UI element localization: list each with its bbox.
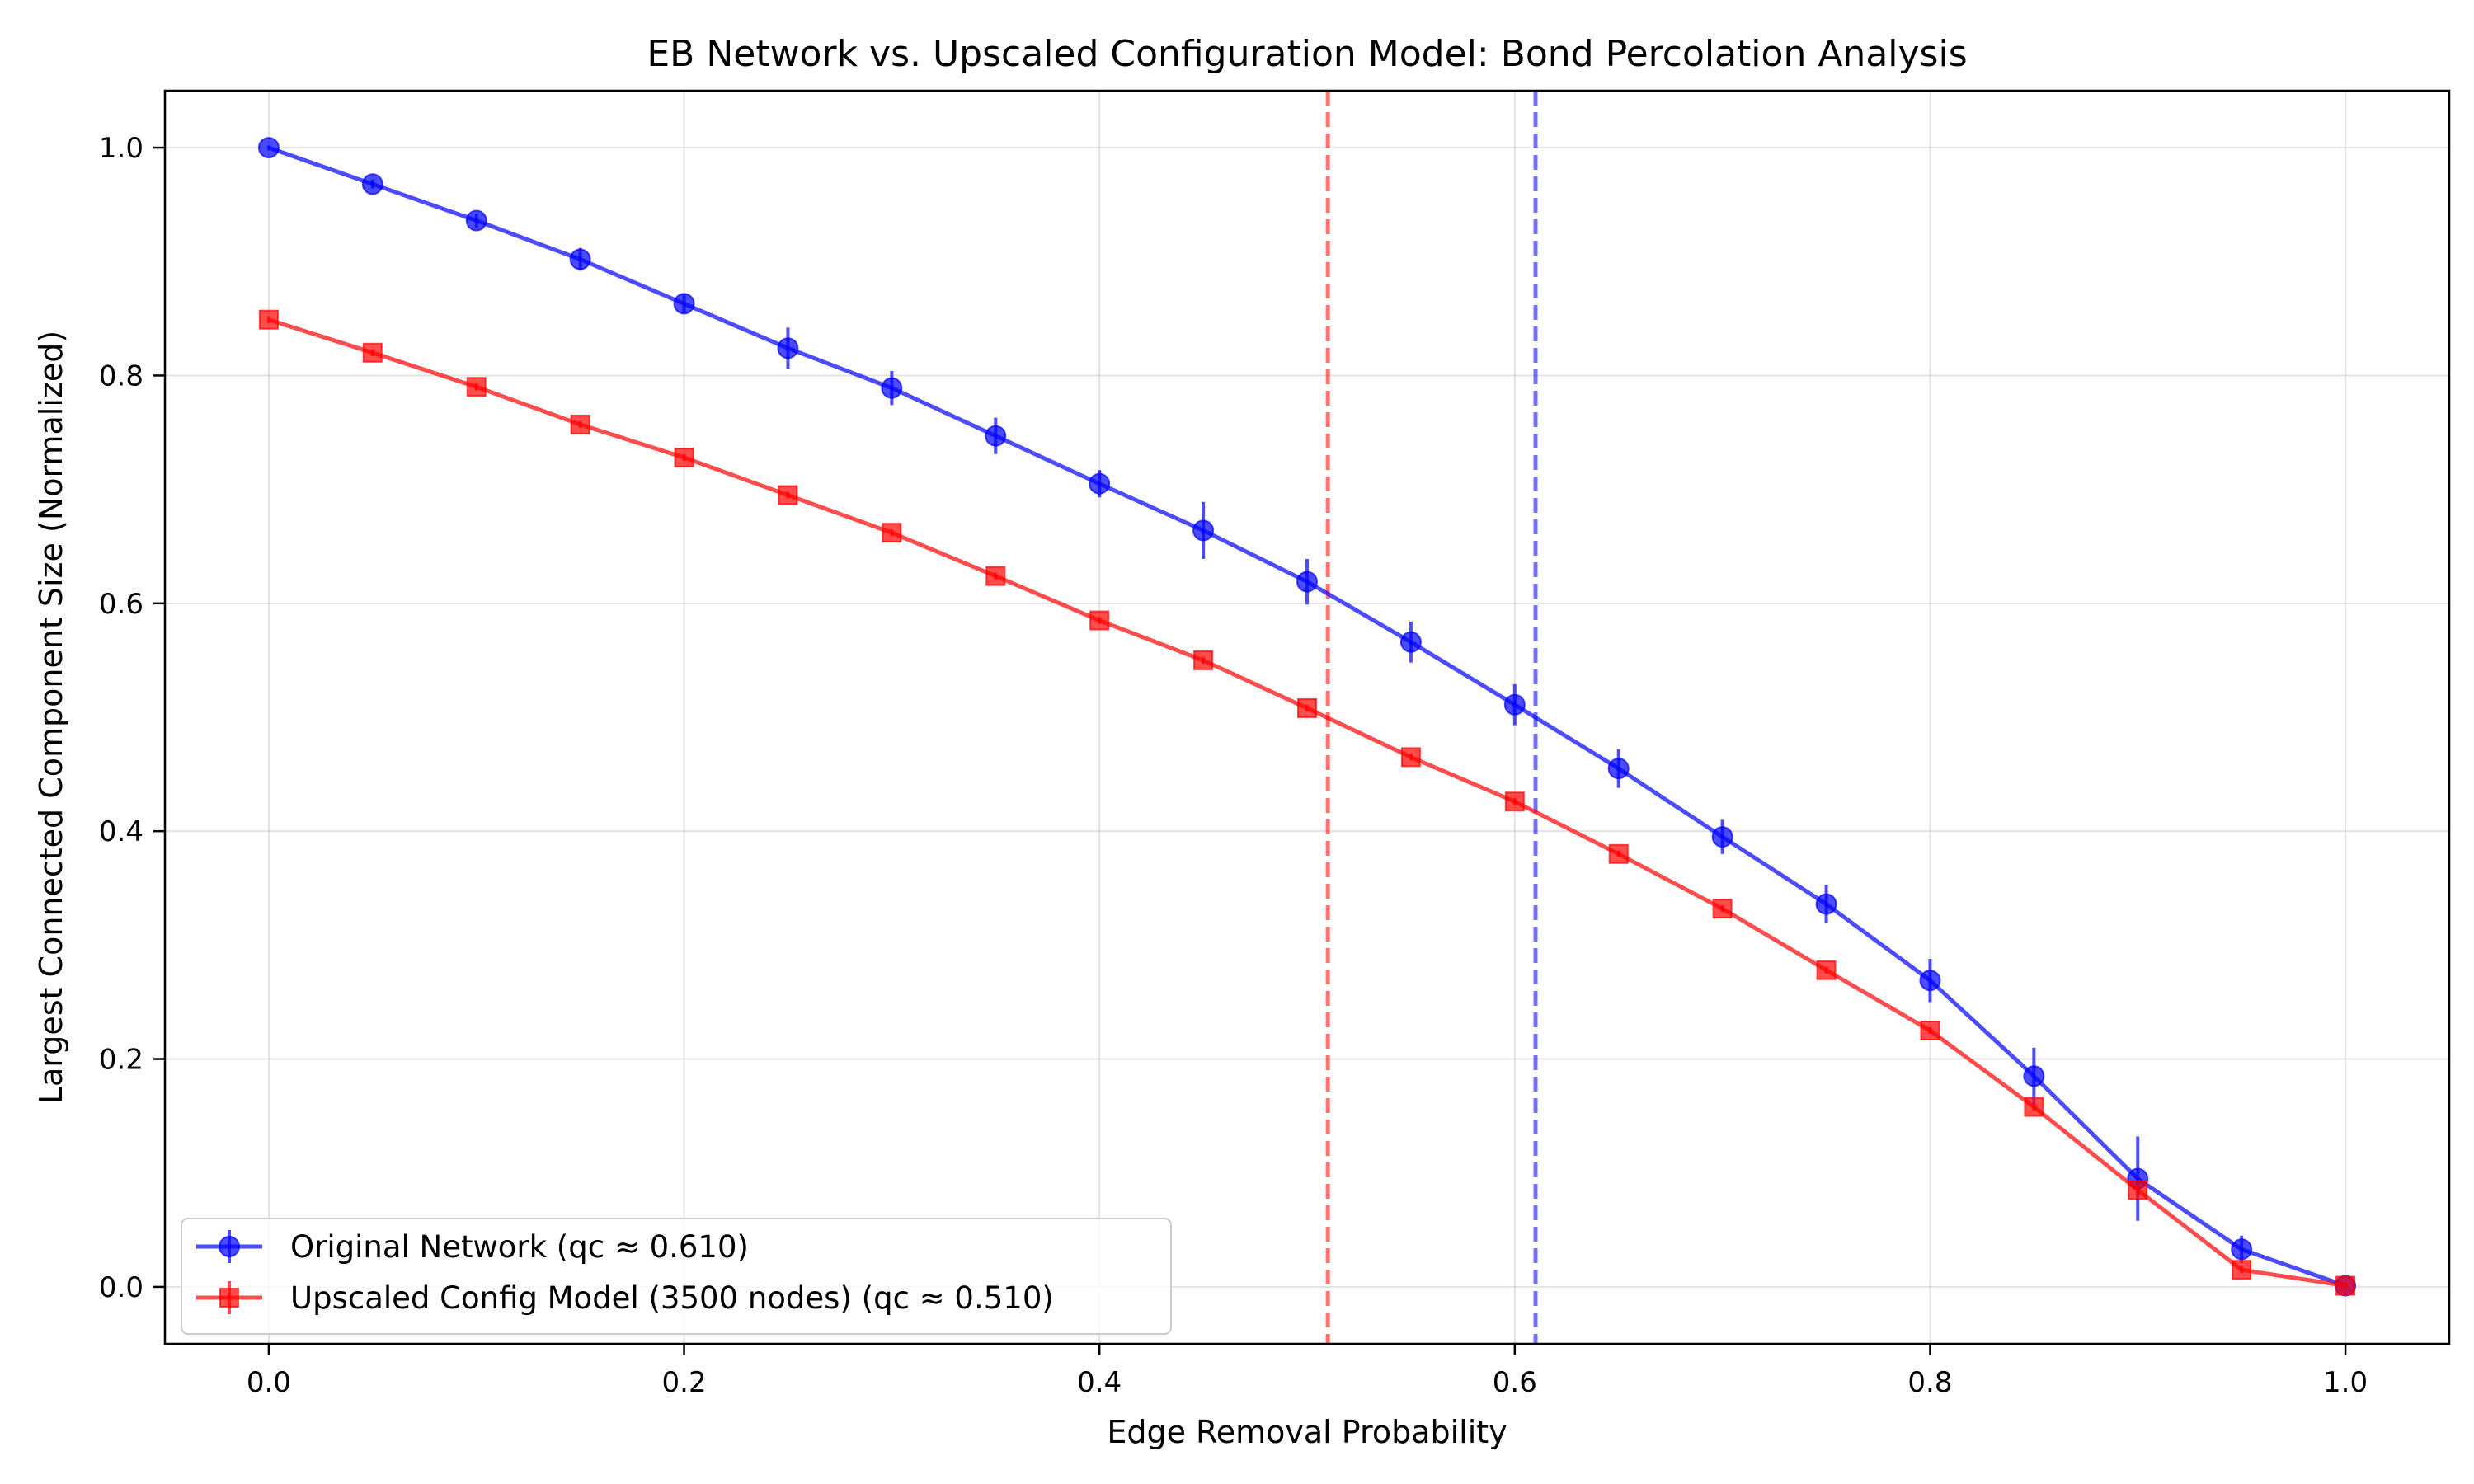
legend: Original Network (qc ≈ 0.610) Upscaled Co… xyxy=(181,1218,1172,1335)
data-point xyxy=(1297,697,1317,718)
data-point xyxy=(2023,1065,2045,1087)
x-axis-ticks: 0.0 0.2 0.4 0.6 0.8 1.0 xyxy=(247,1344,2368,1399)
data-point xyxy=(465,209,487,232)
plot-area-frame xyxy=(163,89,2451,1345)
data-point xyxy=(1192,519,1215,542)
y-tick-label: 1.0 xyxy=(99,132,143,165)
data-point xyxy=(1919,970,1941,992)
y-tick-label: 0.8 xyxy=(99,359,143,392)
y-axis-ticks: 0.0 0.2 0.4 0.6 0.8 1.0 xyxy=(99,132,165,1304)
chart-title: EB Network vs. Upscaled Configuration Mo… xyxy=(647,33,1967,75)
legend-label: Upscaled Config Model (3500 nodes) (qc ≈… xyxy=(290,1280,1054,1316)
x-tick-label: 0.4 xyxy=(1077,1366,1122,1399)
data-point xyxy=(882,523,902,543)
data-point xyxy=(2231,1238,2253,1261)
data-point xyxy=(777,337,799,359)
legend-box xyxy=(181,1218,1172,1335)
data-point xyxy=(569,248,591,270)
legend-label: Original Network (qc ≈ 0.610) xyxy=(290,1229,749,1265)
data-point xyxy=(778,485,798,505)
data-point xyxy=(1711,826,1733,848)
data-point xyxy=(1815,893,1837,915)
data-point xyxy=(2024,1097,2044,1117)
series-2 xyxy=(258,309,2356,1296)
legend-items: Original Network (qc ≈ 0.610) Upscaled Co… xyxy=(196,1229,1054,1316)
data-point xyxy=(2335,1275,2356,1296)
data-point xyxy=(1503,693,1526,716)
data-point xyxy=(985,566,1006,586)
series-1 xyxy=(257,137,2357,1297)
data-point xyxy=(673,293,695,315)
data-point xyxy=(1816,960,1837,980)
data-point xyxy=(362,342,383,363)
data-point xyxy=(466,377,487,397)
data-point xyxy=(1920,1021,1940,1040)
x-tick-label: 0.2 xyxy=(662,1366,707,1399)
x-tick-label: 1.0 xyxy=(2323,1366,2368,1399)
data-point xyxy=(1089,610,1110,631)
data-point xyxy=(674,447,694,467)
data-point xyxy=(1608,843,1629,864)
data-point xyxy=(2232,1260,2252,1280)
data-point xyxy=(1400,747,1421,768)
y-tick-label: 0.0 xyxy=(99,1271,143,1304)
x-tick-label: 0.6 xyxy=(1493,1366,1537,1399)
x-tick-label: 0.8 xyxy=(1907,1366,1952,1399)
y-axis-label: Largest Connected Component Size (Normal… xyxy=(33,331,69,1104)
x-tick-label: 0.0 xyxy=(247,1366,291,1399)
data-point xyxy=(1089,472,1111,495)
data-point xyxy=(985,425,1007,447)
data-point xyxy=(1504,791,1525,812)
y-tick-label: 0.4 xyxy=(99,815,143,848)
data-point xyxy=(257,137,280,159)
data-point xyxy=(1607,758,1630,780)
data-point xyxy=(1296,571,1318,593)
y-tick-label: 0.2 xyxy=(99,1044,143,1077)
x-axis-label: Edge Removal Probability xyxy=(1107,1414,1507,1450)
legend-marker xyxy=(219,1236,240,1257)
data-point xyxy=(1712,899,1733,919)
data-series xyxy=(257,137,2357,1297)
data-point xyxy=(2128,1180,2148,1200)
data-point xyxy=(881,377,903,399)
data-point xyxy=(1193,650,1214,670)
y-tick-label: 0.6 xyxy=(99,588,143,621)
legend-marker xyxy=(219,1288,239,1308)
data-point xyxy=(258,309,279,330)
data-point xyxy=(1399,631,1422,653)
data-point xyxy=(570,414,590,434)
data-point xyxy=(361,173,383,195)
